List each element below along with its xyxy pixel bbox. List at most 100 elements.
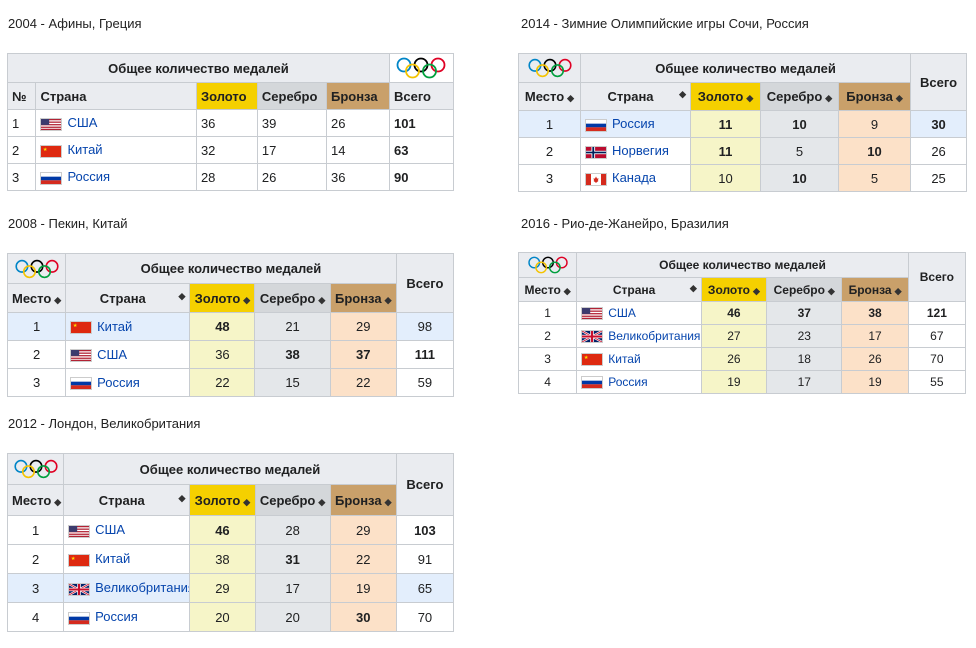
sort-arrows-icon[interactable]: ◆ — [679, 89, 686, 99]
gold-cell: 11 — [690, 137, 761, 165]
table-row: 2 ★ Китай 32 17 14 63 — [6, 136, 455, 164]
sort-arrows-icon[interactable]: ◆ — [895, 93, 903, 103]
sort-arrows-icon[interactable]: ◆ — [753, 285, 760, 296]
country-link[interactable]: Китай — [608, 351, 641, 366]
sort-arrows-icon[interactable]: ◆ — [894, 285, 902, 296]
country-link[interactable]: Китай — [95, 551, 131, 567]
bronze-cell: 26 — [325, 109, 390, 137]
sort-arrows-icon[interactable]: ◆ — [746, 93, 754, 103]
sort-arrows-icon[interactable]: ◆ — [318, 294, 326, 305]
country-link[interactable]: Великобритания — [95, 580, 190, 596]
col-silver-header[interactable]: Серебро ◆ — [766, 277, 843, 302]
olympic-rings-cell — [6, 453, 65, 485]
usa-flag-icon — [581, 307, 604, 321]
bronze-cell: 10 — [837, 137, 912, 165]
col-bronze-header[interactable]: Бронза ◆ — [841, 277, 909, 302]
col-gold-header[interactable]: Золото ◆ — [189, 283, 256, 313]
country-link[interactable]: США — [608, 305, 636, 320]
country-cell[interactable]: Великобритания — [576, 324, 702, 348]
country-cell[interactable]: Норвегия — [580, 137, 691, 165]
sort-arrows-icon[interactable]: ◆ — [54, 496, 62, 507]
col-bronze-header[interactable]: Бронза ◆ — [329, 283, 397, 313]
country-link[interactable]: Великобритания — [608, 328, 701, 343]
country-cell[interactable]: США — [63, 515, 191, 545]
country-link[interactable]: Россия — [95, 609, 138, 625]
country-link[interactable]: США — [67, 115, 98, 131]
silver-cell: 28 — [254, 515, 331, 545]
country-cell[interactable]: Россия — [580, 110, 691, 138]
header-title: Общее количество медалей — [576, 252, 909, 278]
col-country-header[interactable]: Страна ◆ — [65, 283, 191, 313]
gold-cell: 38 — [189, 544, 256, 574]
country-cell[interactable]: Канада — [580, 164, 691, 192]
sort-arrows-icon[interactable]: ◆ — [178, 290, 186, 301]
sort-arrows-icon[interactable]: ◆ — [689, 282, 697, 293]
usa-flag-icon — [68, 524, 91, 538]
col-silver-header[interactable]: Серебро ◆ — [760, 82, 839, 111]
rank-cell: 3 — [6, 573, 65, 603]
col-rank-header[interactable]: Место ◆ — [517, 277, 578, 302]
country-link[interactable]: Китай — [67, 142, 103, 158]
country-cell[interactable]: Великобритания — [63, 573, 191, 603]
country-link[interactable]: Китай — [97, 318, 133, 334]
col-silver-header[interactable]: Серебро ◆ — [254, 283, 331, 313]
country-cell[interactable]: Россия — [35, 163, 197, 191]
medal-table-2014: Общее количество медалей Всего Место ◆ Ст… — [518, 53, 968, 192]
sort-arrows-icon[interactable]: ◆ — [563, 285, 571, 296]
col-gold-header[interactable]: Золото ◆ — [690, 82, 761, 111]
sort-arrows-icon[interactable]: ◆ — [243, 496, 251, 507]
country-link[interactable]: Россия — [67, 169, 111, 185]
col-rank-header[interactable]: Место ◆ — [518, 82, 581, 111]
country-cell[interactable]: ★ Китай — [65, 312, 191, 341]
country-cell[interactable]: Россия — [65, 368, 191, 397]
bronze-cell: 37 — [329, 340, 397, 369]
gold-cell: 27 — [700, 324, 768, 348]
sort-arrows-icon[interactable]: ◆ — [243, 294, 251, 305]
country-cell[interactable]: Россия — [63, 602, 191, 632]
country-link[interactable]: Россия — [612, 116, 655, 132]
total-cell: 101 — [388, 109, 455, 137]
col-bronze-header[interactable]: Бронза ◆ — [837, 82, 912, 111]
country-cell[interactable]: США — [576, 301, 702, 325]
country-cell[interactable]: США — [35, 109, 197, 137]
sort-arrows-icon[interactable]: ◆ — [384, 496, 392, 507]
col-country-header[interactable]: Страна ◆ — [576, 277, 702, 302]
table-row: 1 Россия 11 10 9 30 — [518, 110, 968, 138]
bronze-cell: 36 — [325, 163, 390, 191]
sort-arrows-icon[interactable]: ◆ — [54, 294, 62, 305]
country-cell[interactable]: Россия — [576, 370, 702, 394]
usa-flag-icon — [70, 349, 93, 363]
country-link[interactable]: Канада — [612, 170, 657, 186]
country-cell[interactable]: США — [65, 340, 191, 369]
country-cell[interactable]: ★ Китай — [576, 347, 702, 371]
bronze-cell: 9 — [837, 110, 912, 138]
country-link[interactable]: США — [97, 346, 128, 362]
country-link[interactable]: Норвегия — [612, 143, 669, 159]
sort-arrows-icon[interactable]: ◆ — [384, 294, 392, 305]
sort-arrows-icon[interactable]: ◆ — [178, 492, 186, 503]
col-country-header[interactable]: Страна ◆ — [580, 82, 691, 111]
col-gold-header[interactable]: Золото ◆ — [189, 484, 256, 516]
rank-cell: 2 — [518, 137, 581, 165]
col-silver-header[interactable]: Серебро ◆ — [254, 484, 331, 516]
col-country-header[interactable]: Страна ◆ — [63, 484, 191, 516]
col-rank-header[interactable]: Место ◆ — [6, 484, 65, 516]
country-cell[interactable]: ★ Китай — [35, 136, 197, 164]
silver-cell: 37 — [766, 301, 843, 325]
col-gold-header[interactable]: Золото ◆ — [700, 277, 768, 302]
col-bronze-header[interactable]: Бронза ◆ — [329, 484, 397, 516]
sort-arrows-icon[interactable]: ◆ — [318, 496, 326, 507]
silver-cell: 15 — [254, 368, 331, 397]
bronze-cell: 17 — [841, 324, 909, 348]
total-cell: 67 — [907, 324, 967, 348]
sort-arrows-icon[interactable]: ◆ — [827, 285, 835, 296]
rank-cell: 2 — [517, 324, 578, 348]
sort-arrows-icon[interactable]: ◆ — [567, 93, 575, 103]
country-link[interactable]: США — [95, 522, 126, 538]
col-silver-label: Серебро — [766, 89, 823, 104]
country-cell[interactable]: ★ Китай — [63, 544, 191, 574]
country-link[interactable]: Россия — [97, 374, 140, 390]
country-link[interactable]: Россия — [608, 374, 648, 389]
col-rank-header[interactable]: Место ◆ — [6, 283, 67, 313]
sort-arrows-icon[interactable]: ◆ — [825, 93, 833, 103]
